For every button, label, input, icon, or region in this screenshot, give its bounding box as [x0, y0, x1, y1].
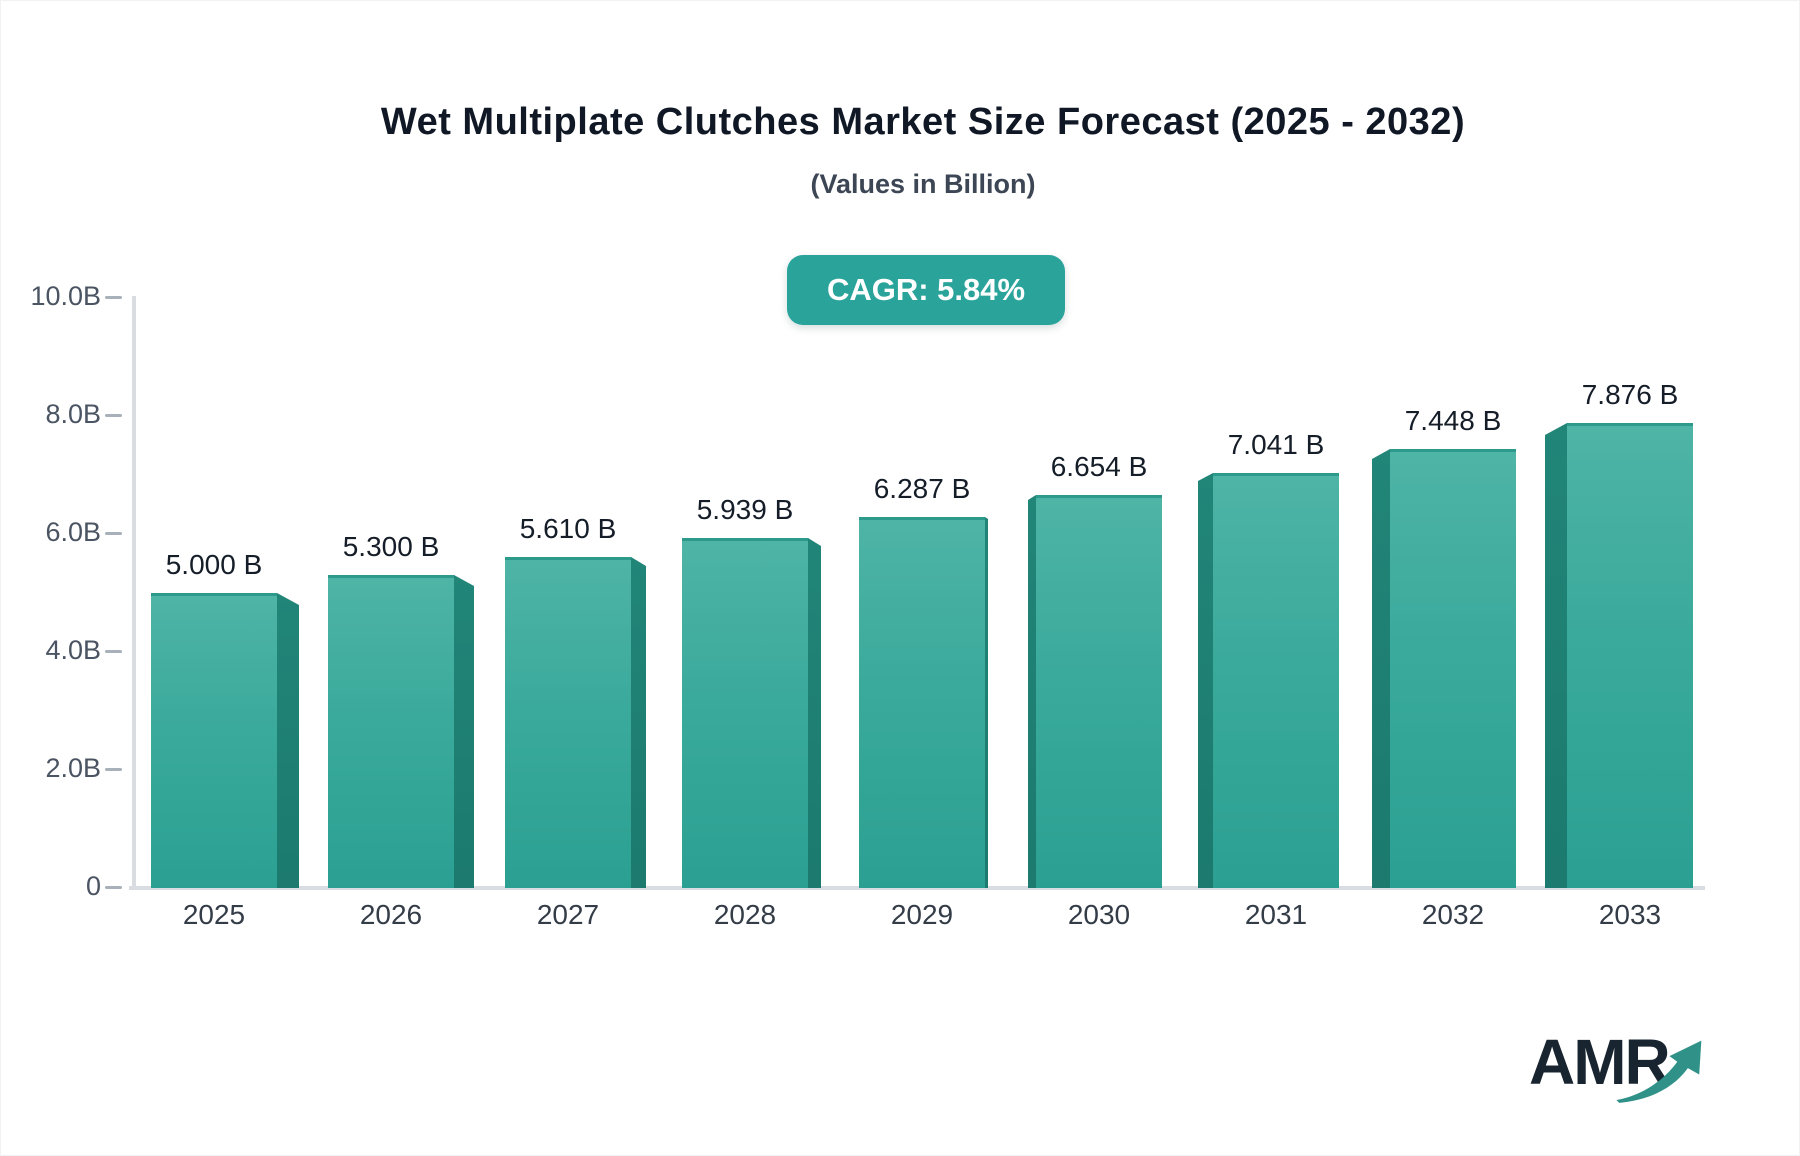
x-axis-label-2027: 2027: [536, 899, 600, 930]
y-axis-tick-label: 2.0B: [45, 753, 101, 783]
bar-2032: [1390, 449, 1516, 888]
y-axis-tick-mark: [105, 532, 122, 535]
y-axis-tick-label: 10.0B: [30, 281, 101, 311]
bar-value-label: 5.939 B: [696, 494, 794, 525]
bar-3d-side: [1372, 449, 1390, 888]
bar-3d-side: [454, 575, 474, 888]
bar-2027: [505, 557, 631, 888]
bar-2028: [682, 538, 808, 888]
bar-value-label: 5.000 B: [165, 549, 263, 580]
y-axis-tick-mark: [105, 650, 122, 653]
bar-2026: [328, 575, 454, 888]
bar-3d-side: [1198, 473, 1213, 888]
bar-3d-side: [808, 538, 821, 888]
bar-value-label: 7.876 B: [1581, 379, 1679, 410]
x-axis-label-2029: 2029: [890, 899, 954, 930]
x-axis-label-2033: 2033: [1598, 899, 1662, 930]
bar-value-label: 5.300 B: [342, 531, 440, 562]
growth-arrow-icon: [1616, 1040, 1702, 1103]
bar-3d-side: [631, 557, 646, 888]
cagr-badge: CAGR: 5.84%: [787, 255, 1065, 325]
bar-2031: [1213, 473, 1339, 888]
bar-3d-side: [1545, 423, 1567, 888]
y-axis-tick-label: 4.0B: [45, 635, 101, 665]
bar-2033: [1567, 423, 1693, 888]
bar-value-label: 6.287 B: [873, 473, 971, 504]
x-axis-baseline: [129, 886, 1705, 890]
x-axis-label-2032: 2032: [1421, 899, 1485, 930]
page-title: Wet Multiplate Clutches Market Size Fore…: [380, 101, 1466, 143]
y-axis-tick-mark: [105, 414, 122, 417]
chart-subtitle: (Values in Billion): [810, 169, 1036, 199]
bar-value-label: 6.654 B: [1050, 451, 1148, 482]
x-axis-label-2030: 2030: [1067, 899, 1131, 930]
bar-value-label: 7.448 B: [1404, 405, 1502, 436]
x-axis-label-2025: 2025: [182, 899, 246, 930]
y-axis-tick-mark: [105, 296, 122, 299]
bar-3d-side: [1028, 495, 1036, 888]
x-axis-label-2031: 2031: [1244, 899, 1308, 930]
bar-3d-side: [277, 593, 299, 888]
y-axis-tick-label: 6.0B: [45, 517, 101, 547]
x-axis-label-2028: 2028: [713, 899, 777, 930]
bar-3d-side: [985, 517, 988, 888]
y-axis-tick-mark: [105, 768, 122, 771]
x-axis-label-2026: 2026: [359, 899, 423, 930]
y-axis-tick-mark: [105, 886, 122, 889]
bar-2030: [1036, 495, 1162, 888]
bar-value-label: 7.041 B: [1227, 429, 1325, 460]
bar-value-label: 5.610 B: [519, 513, 617, 544]
y-axis-tick-label: 0: [85, 871, 101, 901]
y-axis-tick-label: 8.0B: [45, 399, 101, 429]
y-axis-line: [132, 296, 136, 890]
amr-logo-text: AMR: [1529, 1026, 1671, 1098]
bar-2025: [151, 593, 277, 888]
bar-2029: [859, 517, 985, 888]
amr-logo: AMR: [1529, 1025, 1729, 1125]
